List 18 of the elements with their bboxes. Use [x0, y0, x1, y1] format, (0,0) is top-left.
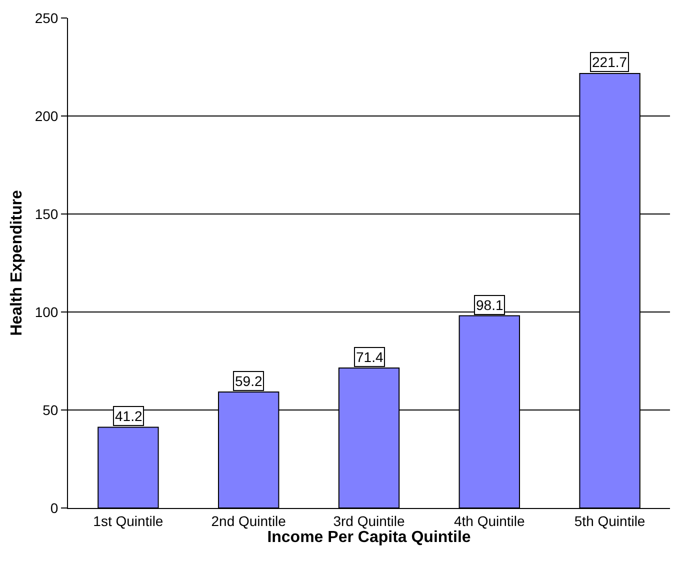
y-tick-label: 200	[34, 108, 58, 124]
x-tick-label: 4th Quintile	[454, 512, 526, 529]
y-axis-title: Health Expenditure	[8, 190, 26, 336]
y-tick-label: 0	[50, 500, 58, 516]
y-tick-label: 50	[42, 402, 58, 418]
y-tick-label: 150	[34, 206, 58, 222]
data-label: 71.4	[356, 349, 384, 365]
data-label: 59.2	[235, 373, 262, 389]
data-label: 98.1	[476, 297, 504, 313]
x-tick-label: 1st Quintile	[93, 512, 164, 529]
y-tick-label: 100	[34, 304, 58, 320]
x-tick-label: 5th Quintile	[574, 512, 646, 529]
data-label: 41.2	[115, 408, 142, 424]
y-tick-label: 250	[34, 10, 58, 26]
x-tick-label: 3rd Quintile	[333, 512, 406, 529]
x-tick-label: 2nd Quintile	[211, 512, 286, 529]
data-label: 221.7	[592, 54, 628, 70]
x-axis-title: Income Per Capita Quintile	[267, 528, 471, 546]
